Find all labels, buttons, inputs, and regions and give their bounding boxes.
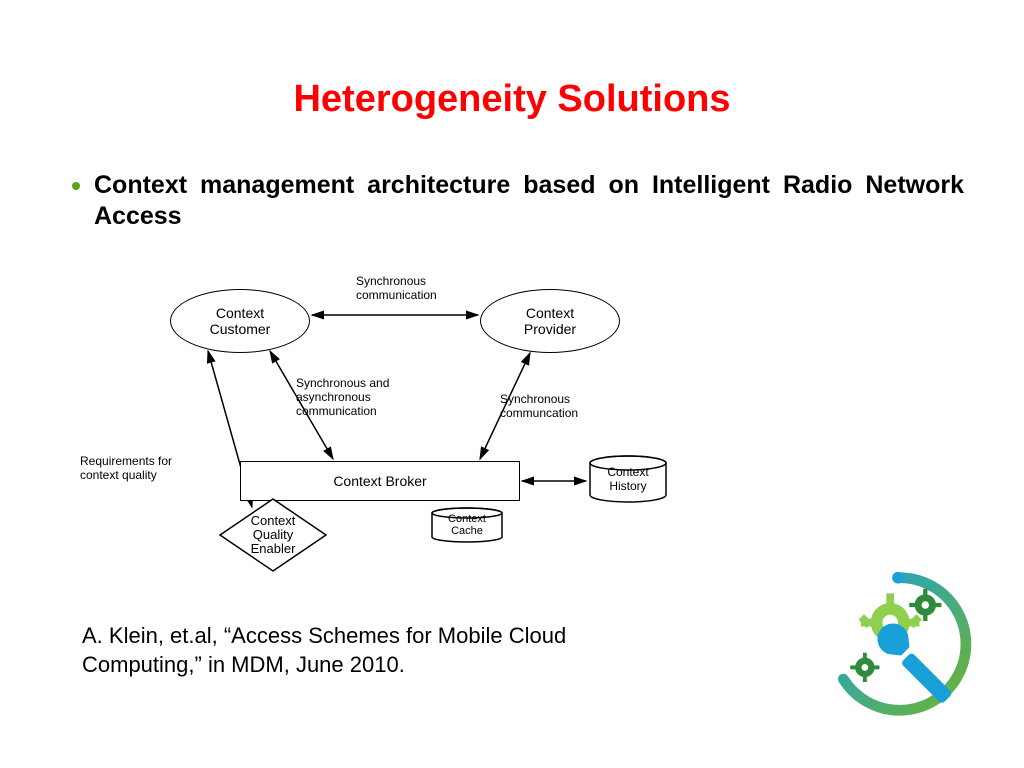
node-context-broker: Context Broker: [240, 461, 520, 501]
edge-label-sync-right: Synchronouscommuncation: [500, 393, 578, 421]
bullet-marker: [72, 182, 80, 190]
edge-label-req-quality: Requirements forcontext quality: [80, 455, 172, 483]
node-context-quality-enabler: ContextQualityEnabler: [218, 497, 328, 573]
node-context-history: ContextHistory: [588, 455, 668, 503]
gears-icon: [820, 566, 976, 722]
node-label: ContextQualityEnabler: [251, 514, 296, 557]
node-context-customer: ContextCustomer: [170, 289, 310, 353]
slide-title: Heterogeneity Solutions: [0, 78, 1024, 121]
edge-label-sync-async: Synchronous andasynchronouscommunication: [296, 377, 389, 418]
edge-label-sync-top: Synchronouscommunication: [356, 275, 437, 303]
node-label: Context Broker: [333, 473, 426, 489]
node-label: ContextHistory: [607, 465, 648, 493]
node-label: ContextCustomer: [210, 305, 271, 337]
node-context-provider: ContextProvider: [480, 289, 620, 353]
node-label: ContextProvider: [524, 305, 576, 337]
citation-text: A. Klein, et.al, “Access Schemes for Mob…: [82, 622, 602, 679]
architecture-diagram: Synchronouscommunication Synchronous and…: [80, 275, 700, 595]
node-label: ContextCache: [448, 513, 486, 537]
bullet-row: Context management architecture based on…: [72, 170, 964, 233]
bullet-text: Context management architecture based on…: [94, 170, 964, 233]
node-context-cache: ContextCache: [430, 507, 504, 543]
